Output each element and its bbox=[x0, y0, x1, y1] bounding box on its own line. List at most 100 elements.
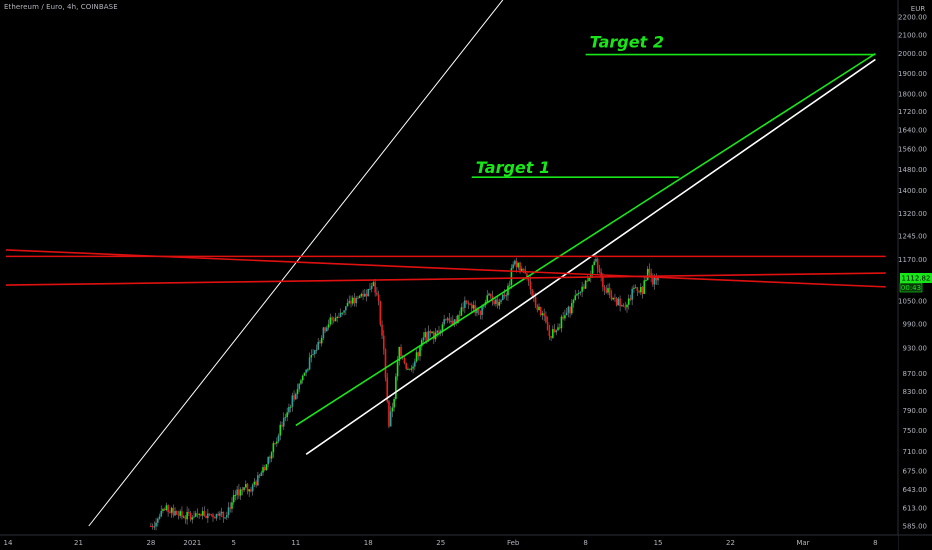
candle-body bbox=[503, 294, 506, 297]
candle-body bbox=[636, 287, 639, 291]
green-trend-line[interactable] bbox=[295, 52, 876, 427]
candle-body bbox=[291, 395, 294, 407]
time-tick-label: 22 bbox=[726, 539, 735, 547]
candle-body bbox=[498, 301, 501, 306]
candle-body bbox=[555, 330, 558, 333]
candle-body bbox=[365, 293, 368, 297]
candle-body bbox=[341, 312, 344, 314]
candle-body bbox=[160, 511, 163, 517]
candle-body bbox=[593, 261, 596, 266]
candle-body bbox=[624, 306, 627, 308]
candle-body bbox=[474, 305, 476, 314]
candle-body bbox=[596, 259, 599, 269]
trend-lines-layer[interactable] bbox=[5, 0, 886, 527]
candle-body bbox=[229, 507, 232, 509]
candle-body bbox=[362, 294, 364, 297]
candle-body bbox=[619, 298, 621, 306]
candle-body bbox=[576, 294, 578, 296]
candle-body bbox=[219, 513, 221, 516]
candle-body bbox=[196, 513, 199, 515]
candle-body bbox=[572, 300, 575, 304]
candle-body bbox=[581, 286, 583, 292]
candle-body bbox=[370, 285, 373, 289]
candle-body bbox=[184, 516, 187, 520]
candle-body bbox=[560, 316, 563, 329]
candle-body bbox=[607, 288, 609, 293]
white-trend-line[interactable] bbox=[88, 0, 504, 527]
candle-body bbox=[301, 375, 304, 381]
candle-body bbox=[398, 346, 401, 361]
candle-body bbox=[162, 509, 164, 512]
candle-body bbox=[438, 330, 440, 333]
candle-body bbox=[364, 293, 366, 297]
candle-body bbox=[167, 505, 169, 513]
currency-label[interactable]: EUR bbox=[911, 5, 926, 13]
time-tick-label: 28 bbox=[146, 539, 155, 547]
candle-body bbox=[602, 277, 604, 288]
candle-body bbox=[382, 335, 385, 350]
candle-body bbox=[403, 357, 406, 364]
time-tick-label: 21 bbox=[74, 539, 83, 547]
candle-body bbox=[267, 456, 269, 465]
candle-body bbox=[510, 268, 513, 285]
candle-body bbox=[277, 435, 280, 442]
time-tick-label: 14 bbox=[4, 539, 13, 547]
time-tick-label: 2021 bbox=[183, 539, 201, 547]
candle-body bbox=[557, 327, 559, 331]
candle-body bbox=[460, 307, 463, 316]
candle-body bbox=[451, 320, 454, 325]
candle-body bbox=[467, 302, 470, 305]
candle-body bbox=[253, 481, 256, 485]
candle-body bbox=[564, 315, 566, 319]
candle-body bbox=[500, 300, 502, 302]
candle-body bbox=[433, 331, 435, 340]
candle-body bbox=[322, 327, 325, 339]
candle-body bbox=[175, 510, 178, 515]
red-trend-line[interactable] bbox=[5, 249, 886, 288]
candle-body bbox=[317, 342, 320, 350]
candle-body bbox=[281, 424, 283, 427]
candle-body bbox=[357, 297, 359, 299]
candle-body bbox=[279, 424, 282, 436]
candle-body bbox=[396, 360, 399, 377]
red-trend-line[interactable] bbox=[5, 272, 886, 286]
candle-body bbox=[350, 300, 352, 304]
candle-body bbox=[400, 346, 402, 356]
candle-body bbox=[307, 369, 309, 371]
candle-body bbox=[574, 295, 577, 301]
time-tick-label: 18 bbox=[364, 539, 373, 547]
candle-body bbox=[226, 515, 228, 518]
candle-body bbox=[360, 294, 363, 297]
last-price-label: 1112.82 bbox=[902, 275, 931, 283]
candle-body bbox=[408, 368, 411, 370]
candle-body bbox=[426, 332, 428, 341]
candle-body bbox=[308, 357, 311, 370]
candle-body bbox=[332, 320, 335, 322]
time-axis[interactable]: 14 21 28 2021 5 11 18 25 Feb 8 15 22 Mar 8 bbox=[0, 534, 932, 550]
price-tick-label: 750.00 bbox=[903, 427, 928, 435]
candle-body bbox=[213, 517, 216, 519]
candle-body bbox=[479, 311, 482, 315]
candle-body bbox=[598, 268, 601, 273]
candle-body bbox=[546, 322, 549, 331]
candle-body bbox=[579, 291, 582, 294]
candle-body bbox=[653, 277, 656, 285]
candle-body bbox=[198, 513, 200, 515]
candle-body bbox=[633, 287, 635, 289]
candle-body bbox=[305, 369, 307, 373]
candle-body bbox=[543, 313, 545, 316]
candle-body bbox=[263, 467, 266, 471]
candle-body bbox=[181, 511, 183, 517]
candle-body bbox=[571, 303, 573, 314]
candle-body bbox=[493, 301, 495, 304]
candle-body bbox=[614, 297, 616, 299]
candle-body bbox=[562, 316, 564, 319]
candle-body bbox=[591, 265, 594, 276]
candle-body bbox=[258, 475, 261, 477]
candle-body bbox=[186, 512, 188, 520]
candle-body bbox=[239, 489, 242, 496]
candle-body bbox=[244, 484, 247, 488]
candle-body bbox=[169, 512, 171, 514]
